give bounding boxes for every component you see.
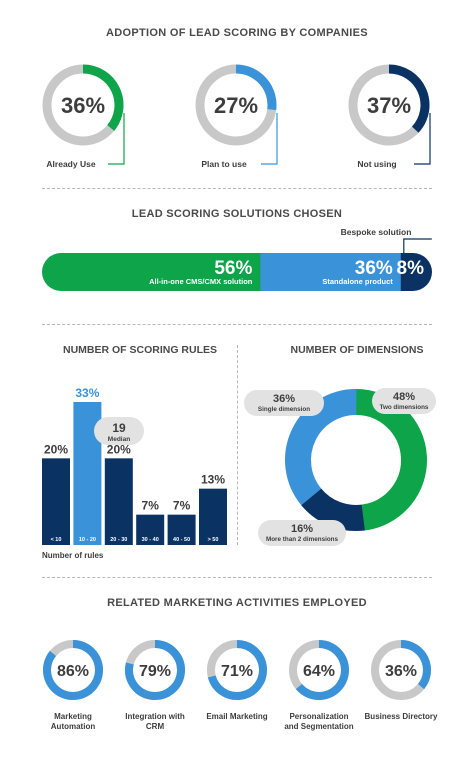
rules-median-value: 19 (112, 421, 126, 435)
dims-bubble-0 (372, 388, 436, 414)
separator-2 (42, 324, 432, 325)
solutions-segment-0 (42, 253, 261, 291)
activity-label-0-0: Marketing (54, 712, 92, 721)
solutions-value-0: 56% (214, 258, 252, 279)
rules-xlabel: Number of rules (42, 551, 104, 560)
dims-bubble-2 (244, 390, 324, 416)
activity-value-1: 79% (139, 663, 171, 680)
rules-bar-0 (42, 458, 70, 545)
rules-tick-0: < 10 (51, 537, 62, 543)
dims-slice-1 (301, 488, 365, 531)
activity-label-1-1: CRM (146, 722, 165, 731)
adoption-value-1: 27% (214, 93, 258, 118)
vertical-separator (237, 345, 238, 545)
rules-tick-4: 40 - 50 (173, 537, 190, 543)
rules-tick-5: > 50 (208, 537, 219, 543)
activity-gauge-1-arc (125, 640, 185, 700)
activity-value-0: 86% (57, 663, 89, 680)
adoption-label-2: Not using (357, 159, 396, 169)
activity-gauge-2-arc (207, 640, 267, 700)
adoption-value-0: 36% (61, 93, 105, 118)
activity-value-2: 71% (221, 663, 253, 680)
dims-slice-0 (355, 389, 427, 531)
dims-slice-2 (285, 389, 357, 506)
solutions-title: LEAD SCORING SOLUTIONS CHOSEN (131, 208, 343, 220)
activity-label-1-0: Integration with (125, 712, 185, 721)
activity-gauge-3-arc (295, 640, 349, 700)
rules-value-4: 7% (173, 499, 191, 513)
adoption-connector-1 (261, 113, 278, 165)
rules-bar-3 (136, 514, 165, 545)
adoption-connector-2 (414, 113, 431, 165)
activities-title: RELATED MARKETING ACTIVITIES EMPLOYED (107, 597, 367, 609)
rules-bar-2 (104, 458, 133, 545)
dims-value-2: 36% (273, 393, 295, 405)
rules-value-5: 13% (201, 473, 225, 487)
rules-value-3: 7% (142, 499, 160, 513)
adoption-title: ADOPTION OF LEAD SCORING BY COMPANIES (106, 27, 368, 39)
dims-value-1: 16% (291, 523, 313, 535)
activity-label-0-1: Automation (51, 722, 96, 731)
solutions-value-1: 36% (355, 258, 393, 279)
adoption-gauges: 36% Already Use 27% Plan to use 37% Not using (42, 64, 431, 169)
solutions-bar: 56%All-in-one CMS/CMX solution 36%Standal… (42, 227, 432, 291)
adoption-label-0: Already Use (46, 159, 95, 169)
rules-tick-1: 10 - 20 (79, 537, 96, 543)
dims-label-0: Two dimensions (380, 404, 429, 411)
activity-value-4: 36% (385, 663, 417, 680)
rules-value-2: 20% (107, 442, 131, 456)
dims-label-1: More than 2 dimensions (266, 536, 339, 543)
adoption-gauge-0-arc (82, 64, 124, 131)
solutions-callout-label: Bespoke solution (341, 227, 412, 237)
solutions-label-0: All-in-one CMS/CMX solution (149, 277, 253, 286)
rules-value-0: 20% (44, 442, 68, 456)
rules-value-1: 33% (75, 386, 99, 400)
solutions-segment-1 (260, 253, 402, 291)
solutions-bar-group (42, 253, 432, 291)
activity-label-4-0: Business Directory (365, 712, 438, 721)
rules-tick-2: 20 - 30 (110, 537, 127, 543)
separator-3 (42, 577, 432, 578)
adoption-gauge-1-arc (235, 64, 277, 111)
rules-tick-3: 30 - 40 (142, 537, 159, 543)
rules-median-bubble (94, 417, 144, 445)
solutions-callout-line (403, 238, 432, 253)
activity-label-2-0: Email Marketing (206, 712, 267, 721)
dims-value-0: 48% (393, 391, 415, 403)
activity-value-3: 64% (303, 663, 335, 680)
adoption-gauge-2-arc (388, 64, 430, 133)
solutions-segment-2 (400, 253, 432, 291)
dimensions-title: NUMBER OF DIMENSIONS (290, 344, 424, 356)
dims-bubble-1 (258, 520, 346, 546)
scoring-rules-chart: 20% < 10 33% 10 - 20 20% 20 - 30 7% 30 - 40 7% 40… (42, 386, 227, 560)
activity-label-3-0: Personalization (289, 712, 348, 721)
dims-label-2: Single dimension (258, 406, 310, 413)
rules-median-label: Median (108, 436, 130, 443)
activity-gauge-4-arc (400, 640, 431, 690)
solutions-value-2: 8% (397, 258, 425, 279)
solutions-label-1: Standalone product (322, 277, 393, 286)
rules-bar-5 (199, 488, 227, 545)
adoption-value-2: 37% (367, 93, 411, 118)
activity-label-3-1: and Segmentation (284, 722, 353, 731)
adoption-label-1: Plan to use (201, 159, 247, 169)
separator-1 (42, 188, 432, 189)
dimensions-chart: 48%Two dimensions 16%More than 2 dimensio… (244, 388, 436, 546)
adoption-connector-0 (108, 113, 125, 165)
activity-gauge-0-arc (43, 640, 103, 700)
rules-bar-4 (167, 514, 196, 545)
scoring-rules-title: NUMBER OF SCORING RULES (62, 344, 217, 356)
